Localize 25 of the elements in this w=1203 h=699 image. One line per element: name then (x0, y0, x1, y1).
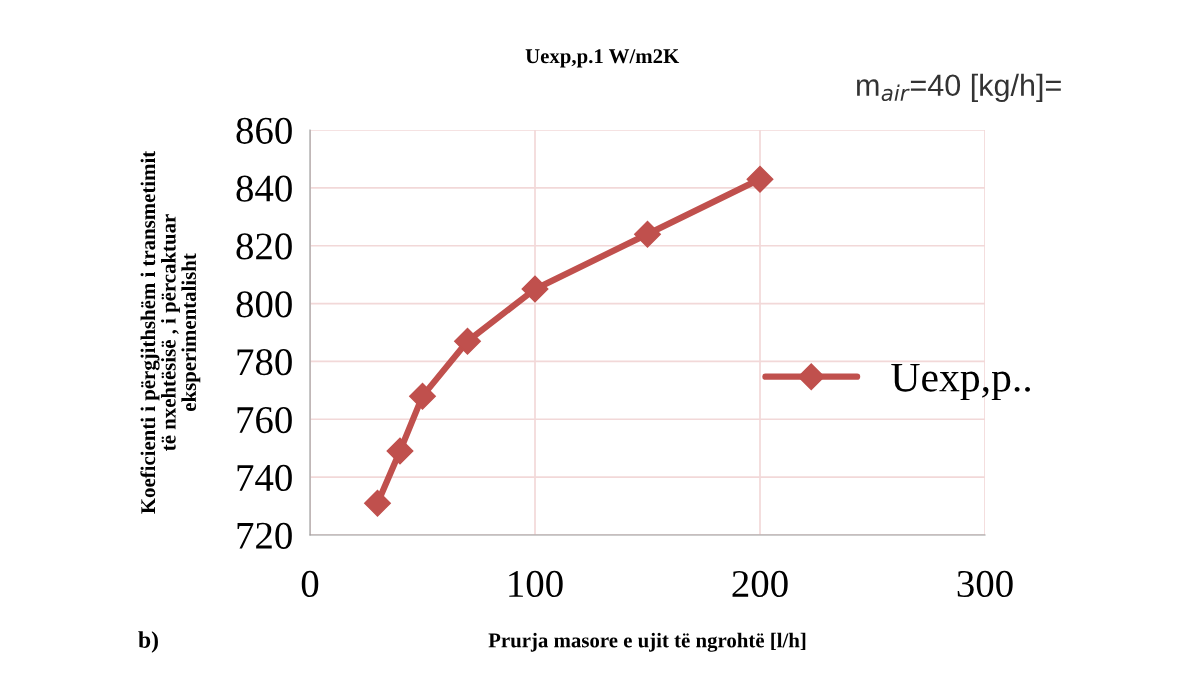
y-tick-label: 780 (237, 349, 292, 376)
point (454, 327, 481, 355)
point (634, 220, 661, 248)
y-tick-label: 760 (237, 406, 292, 434)
y-axis-title: Koeficienti i përgjithshëm i transmetimit të nxehtësisë , i përcaktuar eksperimentalisht (140, 150, 201, 514)
y-tick-label: 740 (237, 464, 292, 492)
x-tick-label: 200 (732, 570, 788, 598)
text: b) (138, 631, 158, 653)
point (746, 165, 774, 193)
point (409, 382, 436, 410)
legend-label: Uexp,p.. (891, 363, 1030, 401)
y-tick-label: 820 (236, 233, 292, 260)
point (386, 437, 414, 465)
y-tick-label: 840 (236, 175, 292, 202)
text: m$_{air}$=40 [kg/h]= (857, 73, 1061, 103)
x-tick-label: 0 (301, 570, 319, 598)
x-tick-label: 100 (509, 570, 563, 598)
y-tick-label: 720 (237, 522, 292, 549)
point (364, 489, 391, 517)
y-tick-label: 860 (236, 117, 292, 144)
point (521, 275, 549, 303)
x-axis-title: Prurja masore e ujit të ngrohtë [l/h] (488, 632, 806, 652)
chart-title: Uexp,p.1 W/m2K (525, 49, 680, 68)
x-tick-label: 300 (957, 570, 1013, 598)
y-tick-label: 800 (236, 291, 292, 318)
